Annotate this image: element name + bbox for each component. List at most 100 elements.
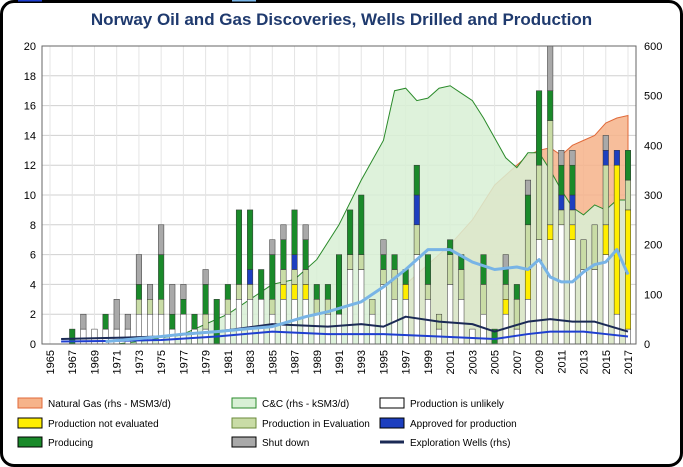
bar-approved	[613, 150, 620, 166]
y2-tick-label: 500	[644, 91, 662, 103]
bar-in-evaluation	[413, 224, 420, 255]
bar-producing	[391, 254, 398, 270]
x-tick-label: 1993	[356, 350, 368, 374]
bar-unlikely	[424, 299, 431, 345]
bar-unlikely	[235, 299, 242, 345]
bar-in-evaluation	[536, 164, 543, 240]
chart-title: Norway Oil and Gas Discoveries, Wells Dr…	[90, 10, 593, 29]
bar-shut-down	[269, 239, 276, 255]
y2-tick-label: 300	[644, 190, 662, 202]
bar-not-evaluated	[602, 224, 609, 255]
legend-swatch	[379, 397, 405, 409]
bar-in-evaluation	[424, 284, 431, 300]
legend-swatch	[231, 397, 257, 409]
bar-in-evaluation	[302, 269, 309, 285]
bar-producing	[558, 164, 565, 196]
x-tick-label: 1977	[178, 350, 190, 374]
x-tick-label: 1983	[245, 350, 257, 374]
bar-producing	[247, 209, 254, 270]
bar-producing	[447, 239, 454, 255]
bar-unlikely	[469, 328, 476, 345]
bar-producing	[625, 150, 631, 181]
bar-in-evaluation	[313, 299, 320, 315]
bar-approved	[247, 269, 254, 285]
bar-unlikely	[302, 299, 309, 345]
y2-tick-label: 200	[644, 240, 662, 252]
x-tick-label: 2015	[601, 350, 613, 374]
bar-producing	[536, 90, 543, 166]
y-tick-label: 8	[30, 220, 36, 232]
legend-label: Production is unlikely	[410, 399, 504, 410]
y-tick-label: 2	[30, 309, 36, 321]
bar-producing	[547, 90, 554, 121]
y-tick-label: 18	[24, 71, 36, 83]
bar-not-evaluated	[280, 284, 287, 300]
bar-not-evaluated	[613, 164, 620, 315]
legend-label: Producing	[48, 438, 93, 449]
x-tick-label: 1965	[45, 350, 57, 374]
bar-in-evaluation	[569, 209, 576, 226]
x-tick-label: 1969	[89, 350, 101, 374]
legend-label: C&C (rhs - kSM3/d)	[262, 399, 349, 410]
bar-not-evaluated	[402, 284, 409, 300]
y-tick-label: 6	[30, 250, 36, 262]
y2-tick-label: 100	[644, 289, 662, 301]
bar-producing	[413, 164, 420, 196]
bar-approved	[602, 150, 609, 166]
legend-swatch	[379, 417, 405, 429]
x-tick-label: 1999	[423, 350, 435, 374]
y-tick-label: 16	[24, 101, 36, 113]
bar-shut-down	[147, 284, 154, 300]
x-tick-label: 2011	[556, 350, 568, 374]
bar-unlikely	[324, 313, 331, 345]
bar-in-evaluation	[502, 284, 509, 300]
x-tick-label: 2017	[623, 350, 635, 374]
bar-producing	[102, 313, 109, 330]
bar-in-evaluation	[480, 284, 487, 315]
y-tick-label: 14	[24, 130, 36, 142]
y2-tick-label: 0	[644, 339, 650, 351]
y2-tick-label: 400	[644, 140, 662, 152]
bar-unlikely	[369, 313, 376, 345]
bar-unlikely	[547, 239, 554, 345]
x-tick-label: 2005	[490, 350, 502, 374]
bar-in-evaluation	[135, 299, 142, 315]
x-tick-label: 1975	[156, 350, 168, 374]
x-tick-label: 1981	[223, 350, 235, 374]
legend-label: Production not evaluated	[48, 419, 159, 430]
x-tick-label: 1985	[267, 350, 279, 374]
legend-swatch	[231, 417, 257, 429]
bar-in-evaluation	[591, 224, 598, 270]
bar-in-evaluation	[458, 269, 465, 300]
bar-unlikely	[447, 284, 454, 345]
x-tick-label: 2003	[467, 350, 479, 374]
x-tick-label: 1967	[67, 350, 79, 374]
bar-unlikely	[580, 269, 587, 345]
bar-approved	[291, 254, 298, 270]
bar-shut-down	[524, 179, 531, 196]
bar-unlikely	[558, 224, 565, 345]
bar-shut-down	[569, 150, 576, 166]
x-tick-label: 1973	[134, 350, 146, 374]
bar-shut-down	[280, 224, 287, 240]
bar-in-evaluation	[580, 239, 587, 270]
legend-swatch	[17, 417, 43, 429]
bar-in-evaluation	[369, 299, 376, 315]
bar-not-evaluated	[524, 269, 531, 300]
bar-in-evaluation	[547, 120, 554, 226]
bar-producing	[569, 164, 576, 196]
bar-shut-down	[558, 150, 565, 166]
x-tick-label: 1989	[312, 350, 324, 374]
bar-approved	[569, 194, 576, 211]
bar-producing	[258, 269, 265, 300]
bar-approved	[413, 194, 420, 226]
bar-in-evaluation	[602, 164, 609, 226]
bar-producing	[347, 209, 354, 255]
y-tick-label: 10	[24, 190, 36, 202]
bar-unlikely	[191, 328, 198, 345]
bar-in-evaluation	[224, 299, 231, 315]
plot-area: 0246810121416182001002003004005006001965…	[24, 41, 663, 374]
bar-in-evaluation	[158, 299, 165, 315]
bar-not-evaluated	[291, 284, 298, 300]
